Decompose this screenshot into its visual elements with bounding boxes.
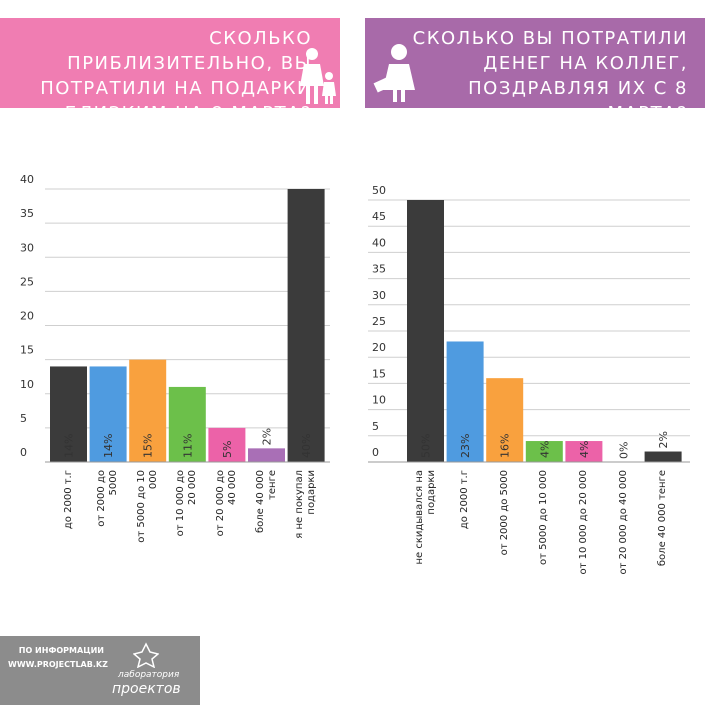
chart-title: СКОЛЬКО ПРИБЛИЗИТЕЛЬНО, ВЫ ПОТРАТИЛИ НА … bbox=[40, 28, 312, 124]
y-tick-label: 0 bbox=[372, 446, 379, 459]
y-tick-label: 45 bbox=[372, 210, 386, 223]
x-tick-label: не скидывался на подарки bbox=[413, 470, 437, 565]
bar bbox=[446, 341, 484, 462]
y-tick-label: 15 bbox=[372, 367, 386, 380]
y-tick-label: 25 bbox=[20, 275, 34, 288]
logo-bottom: проектов bbox=[112, 681, 181, 697]
value-label: 5% bbox=[221, 441, 234, 458]
value-label: 11% bbox=[181, 434, 194, 458]
x-tick-label: до 2000 т.г bbox=[459, 470, 471, 530]
y-tick-label: 40 bbox=[372, 236, 386, 249]
left-header: СКОЛЬКО ПРИБЛИЗИТЕЛЬНО, ВЫ ПОТРАТИЛИ НА … bbox=[0, 18, 340, 124]
source-url: WWW.PROJECTLAB.KZ bbox=[8, 660, 108, 669]
y-tick-label: 0 bbox=[20, 446, 27, 459]
y-tick-label: 20 bbox=[372, 341, 386, 354]
y-tick-label: 25 bbox=[372, 315, 386, 328]
bar bbox=[208, 427, 246, 462]
y-tick-label: 5 bbox=[372, 420, 379, 433]
value-label: 14% bbox=[63, 434, 76, 458]
bar bbox=[486, 378, 524, 462]
value-label: 23% bbox=[459, 434, 472, 458]
bar bbox=[565, 441, 603, 462]
bar bbox=[248, 448, 285, 462]
value-label: 4% bbox=[538, 441, 551, 458]
y-tick-label: 30 bbox=[372, 289, 386, 302]
bar bbox=[168, 386, 206, 462]
logo-top: лаборатория bbox=[118, 670, 180, 680]
y-tick-label: 10 bbox=[20, 378, 34, 391]
y-tick-label: 50 bbox=[372, 184, 386, 197]
source-label: ПО ИНФОРМАЦИИ bbox=[18, 646, 104, 655]
bar bbox=[644, 451, 682, 462]
y-tick-label: 40 bbox=[20, 173, 34, 186]
woman-icon bbox=[373, 44, 415, 102]
right-header: СКОЛЬКО ВЫ ПОТРАТИЛИ ДЕНЕГ НА КОЛЛЕГ, ПО… bbox=[365, 18, 705, 124]
bar bbox=[89, 366, 127, 462]
y-tick-label: 5 bbox=[20, 412, 27, 425]
value-label: 0% bbox=[618, 442, 631, 459]
bar bbox=[525, 441, 563, 462]
y-tick-label: 35 bbox=[372, 263, 386, 276]
x-tick-label: от 2000 до 5000 bbox=[96, 470, 120, 527]
footer: ПО ИНФОРМАЦИИ WWW.PROJECTLAB.KZ лаборато… bbox=[0, 636, 200, 705]
y-tick-label: 20 bbox=[20, 310, 34, 323]
value-label: 15% bbox=[142, 434, 155, 458]
x-tick-label: боле 40 000 тенге bbox=[254, 470, 278, 533]
x-tick-label: от 5000 до 10 000 bbox=[538, 470, 550, 565]
x-tick-label: от 2000 до 5000 bbox=[498, 470, 510, 556]
y-tick-label: 10 bbox=[372, 394, 386, 407]
x-tick-label: от 20 000 до 40 000 bbox=[214, 470, 238, 537]
x-tick-label: от 10 000 до 20 000 bbox=[577, 470, 589, 575]
bar bbox=[407, 200, 444, 462]
x-tick-label: от 10 000 до 20 000 bbox=[175, 470, 199, 537]
bar bbox=[287, 189, 325, 462]
x-tick-label: от 5000 до 10 000 bbox=[135, 470, 159, 543]
family-icon bbox=[300, 48, 336, 104]
value-label: 2% bbox=[261, 428, 274, 445]
source: ПО ИНФОРМАЦИИ WWW.PROJECTLAB.KZ bbox=[8, 644, 108, 672]
y-tick-label: 30 bbox=[20, 241, 34, 254]
y-tick-label: 35 bbox=[20, 207, 34, 220]
x-tick-label: я не покупал подарки bbox=[294, 470, 318, 539]
bar bbox=[129, 359, 167, 462]
logo-icon bbox=[133, 642, 159, 668]
value-label: 14% bbox=[102, 434, 115, 458]
value-label: 50% bbox=[420, 434, 433, 458]
value-label: 2% bbox=[657, 431, 670, 448]
x-tick-label: до 2000 т.г bbox=[62, 470, 74, 530]
bar bbox=[50, 366, 87, 462]
x-tick-label: от 20 000 до 40 000 bbox=[617, 470, 629, 575]
chart-title: СКОЛЬКО ВЫ ПОТРАТИЛИ ДЕНЕГ НА КОЛЛЕГ, ПО… bbox=[412, 28, 688, 124]
value-label: 40% bbox=[300, 434, 313, 458]
y-tick-label: 15 bbox=[20, 344, 34, 357]
value-label: 4% bbox=[578, 441, 591, 458]
x-tick-label: боле 40 000 тенге bbox=[657, 470, 669, 567]
value-label: 16% bbox=[499, 434, 512, 458]
